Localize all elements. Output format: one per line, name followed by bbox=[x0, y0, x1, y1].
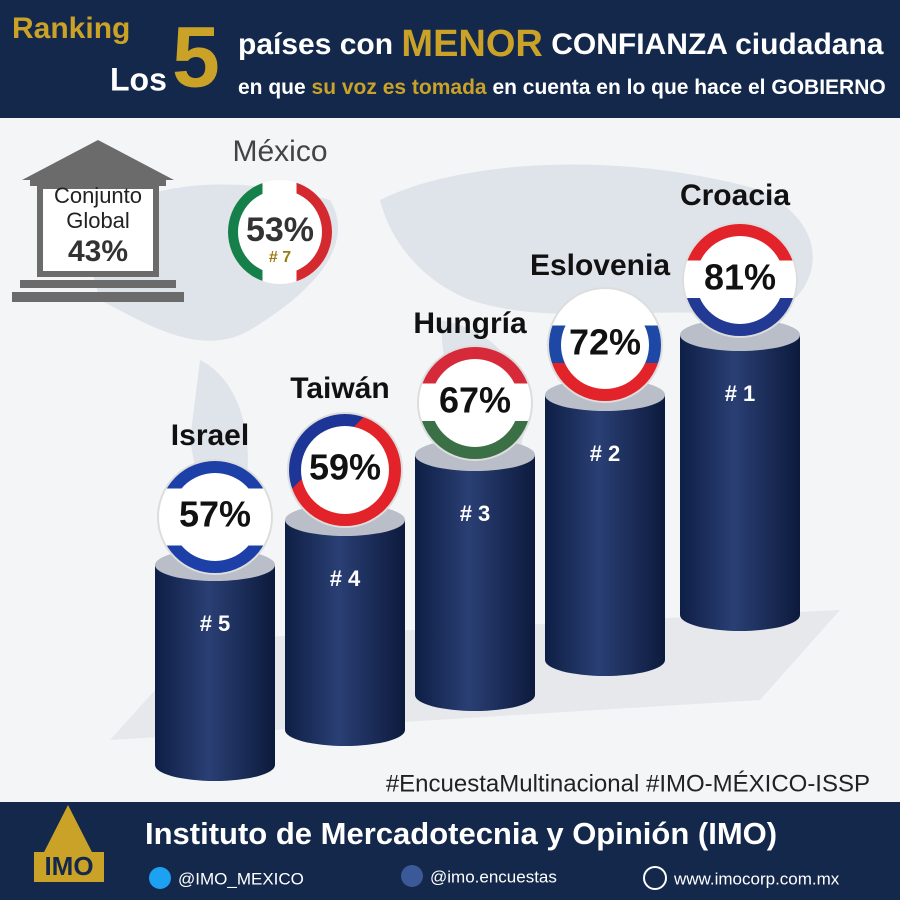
country-rank: # 5 bbox=[200, 611, 231, 636]
header-line2: en que su voz es tomada en cuenta en lo … bbox=[238, 76, 886, 99]
header-line1: países con MENOR CONFIANZA ciudadana bbox=[238, 23, 884, 65]
footer-band bbox=[0, 802, 900, 900]
country-rank: # 3 bbox=[460, 501, 491, 526]
global-icon bbox=[12, 140, 184, 302]
twitter[interactable]: @IMO_MEXICO bbox=[178, 869, 304, 888]
pillar bbox=[545, 395, 665, 676]
country-rank: # 2 bbox=[590, 441, 621, 466]
ring-inner bbox=[171, 473, 259, 561]
facebook[interactable]: @imo.encuestas bbox=[430, 867, 557, 886]
country-value: 72% bbox=[569, 322, 641, 363]
country-name: Israel bbox=[171, 419, 249, 452]
country-rank: # 4 bbox=[330, 566, 361, 591]
logo-text: IMO bbox=[44, 851, 93, 881]
web[interactable]: www.imocorp.com.mx bbox=[673, 869, 840, 888]
country-value: 57% bbox=[179, 494, 251, 535]
institute: Instituto de Mercadotecnia y Opinión (IM… bbox=[145, 816, 777, 851]
ring-inner bbox=[431, 359, 519, 447]
web-icon bbox=[643, 866, 667, 890]
mexico-rank: # 7 bbox=[269, 249, 291, 266]
country-rank: # 1 bbox=[725, 381, 756, 406]
global-value: 43% bbox=[68, 235, 128, 268]
ring-inner bbox=[301, 426, 389, 514]
logo-box bbox=[34, 852, 104, 882]
country-name: Taiwán bbox=[290, 372, 389, 405]
mexico-value: 53% bbox=[246, 211, 314, 249]
header-text: países con bbox=[238, 28, 393, 61]
country-name: Eslovenia bbox=[530, 249, 670, 282]
header-highlight: su voz es tomada bbox=[312, 76, 487, 99]
pillar bbox=[415, 455, 535, 711]
country-value: 67% bbox=[439, 380, 511, 421]
ring-inner bbox=[696, 236, 784, 324]
pillar bbox=[285, 520, 405, 746]
mexico-name: México bbox=[232, 135, 327, 168]
header-number: 5 bbox=[172, 10, 220, 106]
country-value: 81% bbox=[704, 257, 776, 298]
country-name: Croacia bbox=[680, 179, 790, 212]
logo-shape bbox=[40, 805, 96, 860]
header-text: en que bbox=[238, 76, 306, 99]
mexico-inner bbox=[238, 190, 322, 274]
header-band bbox=[0, 0, 900, 118]
hashtag: #EncuestaMultinacional #IMO-MÉXICO-ISSP bbox=[386, 770, 870, 797]
facebook-icon bbox=[401, 865, 423, 887]
header-text: en cuenta en lo que hace el GOBIERNO bbox=[492, 76, 885, 99]
global-label: Conjunto bbox=[54, 183, 142, 208]
country-value: 59% bbox=[309, 447, 381, 488]
country-name: Hungría bbox=[413, 307, 527, 340]
global-label: Global bbox=[66, 208, 130, 233]
header-text: CONFIANZA ciudadana bbox=[551, 28, 884, 61]
header-los: Los bbox=[110, 61, 167, 97]
pillar bbox=[155, 565, 275, 781]
header-highlight: MENOR bbox=[401, 23, 542, 65]
pillar bbox=[680, 335, 800, 631]
twitter-icon bbox=[149, 867, 171, 889]
header-ranking: Ranking bbox=[12, 12, 130, 45]
ring-inner bbox=[561, 301, 649, 389]
